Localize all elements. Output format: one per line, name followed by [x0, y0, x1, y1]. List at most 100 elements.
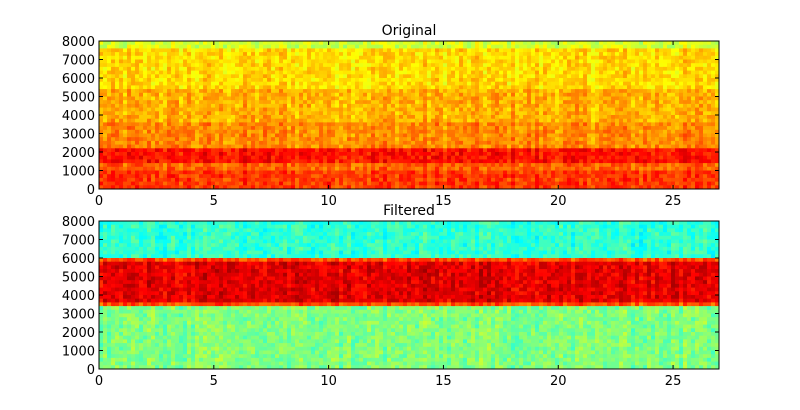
heatmap-cell: [639, 59, 644, 64]
heatmap-cell: [239, 122, 244, 127]
heatmap-cell: [231, 92, 236, 98]
heatmap-cell: [519, 63, 524, 68]
heatmap-cell: [127, 148, 132, 153]
heatmap-cell: [131, 48, 136, 53]
heatmap-cell: [239, 133, 244, 138]
heatmap-cell: [407, 107, 412, 112]
heatmap-cell: [579, 92, 584, 98]
heatmap-cell: [163, 129, 168, 135]
heatmap-cell: [447, 70, 452, 75]
heatmap-cell: [247, 103, 252, 109]
heatmap-cell: [279, 81, 284, 86]
heatmap-cell: [471, 140, 476, 146]
heatmap-cell: [407, 140, 412, 146]
heatmap-cell: [355, 48, 360, 53]
heatmap-cell: [199, 129, 204, 135]
heatmap-cell: [599, 152, 604, 157]
heatmap-cell: [699, 52, 704, 57]
heatmap-cell: [363, 129, 368, 135]
heatmap-cell: [323, 78, 328, 83]
heatmap-cell: [587, 89, 592, 94]
heatmap-cell: [399, 70, 404, 75]
heatmap-cell: [507, 107, 512, 112]
heatmap-cell: [135, 107, 140, 112]
heatmap-cell: [551, 118, 556, 123]
heatmap-cell: [339, 122, 344, 127]
heatmap-cell: [475, 100, 480, 105]
heatmap-cell: [327, 63, 332, 68]
heatmap-cell: [343, 66, 348, 72]
heatmap-cell: [215, 44, 220, 49]
heatmap-cell: [323, 63, 328, 68]
heatmap-cell: [231, 159, 236, 164]
heatmap-cell: [671, 70, 676, 75]
heatmap-cell: [483, 92, 488, 98]
heatmap-cell: [287, 103, 292, 109]
heatmap-cell: [243, 100, 248, 105]
heatmap-cell: [383, 59, 388, 64]
heatmap-cell: [275, 85, 280, 90]
heatmap-cell: [159, 122, 164, 127]
heatmap-cell: [519, 55, 524, 61]
heatmap-cell: [571, 96, 576, 101]
heatmap-cell: [331, 63, 336, 68]
heatmap-cell: [307, 137, 312, 142]
heatmap-cell: [695, 52, 700, 57]
heatmap-cell: [451, 103, 456, 109]
heatmap-cell: [663, 85, 668, 90]
heatmap-cell: [123, 122, 128, 127]
heatmap-cell: [239, 70, 244, 75]
heatmap-cell: [311, 140, 316, 146]
heatmap-cell: [399, 92, 404, 98]
heatmap-cell: [591, 81, 596, 86]
heatmap-cell: [267, 133, 272, 138]
heatmap-cell: [527, 126, 532, 131]
heatmap-cell: [315, 63, 320, 68]
heatmap-cell: [567, 115, 572, 120]
heatmap-cell: [619, 59, 624, 64]
heatmap-cell: [383, 118, 388, 123]
heatmap-cell: [191, 89, 196, 94]
heatmap-cell: [395, 103, 400, 109]
heatmap-cell: [495, 140, 500, 146]
heatmap-cell: [187, 133, 192, 138]
heatmap-cell: [175, 115, 180, 120]
heatmap-cell: [591, 118, 596, 123]
heatmap-cell: [179, 129, 184, 135]
heatmap-cell: [607, 74, 612, 79]
heatmap-cell: [195, 78, 200, 83]
heatmap-cell: [571, 103, 576, 109]
heatmap-cell: [139, 52, 144, 57]
heatmap-cell: [263, 48, 268, 53]
heatmap-cell: [175, 129, 180, 135]
heatmap-cell: [439, 63, 444, 68]
heatmap-cell: [403, 48, 408, 53]
heatmap-cell: [659, 55, 664, 61]
heatmap-cell: [707, 140, 712, 146]
heatmap-cell: [435, 55, 440, 61]
heatmap-cell: [675, 59, 680, 64]
heatmap-cell: [539, 41, 544, 46]
heatmap-cell: [227, 41, 232, 46]
heatmap-cell: [591, 100, 596, 105]
heatmap-cell: [631, 144, 636, 149]
heatmap-cell: [395, 129, 400, 135]
heatmap-cell: [219, 92, 224, 98]
heatmap-cell: [291, 137, 296, 142]
heatmap-cell: [199, 63, 204, 68]
heatmap-cell: [579, 89, 584, 94]
heatmap-cell: [415, 103, 420, 109]
heatmap-cell: [715, 96, 719, 101]
heatmap-cell: [431, 78, 436, 83]
heatmap-cell: [143, 66, 148, 72]
heatmap-cell: [375, 96, 380, 101]
heatmap-cell: [107, 133, 112, 138]
heatmap-cell: [675, 140, 680, 146]
heatmap-cell: [603, 140, 608, 146]
heatmap-cell: [543, 122, 548, 127]
heatmap-cell: [359, 59, 364, 64]
heatmap-cell: [231, 44, 236, 49]
heatmap-cell: [551, 48, 556, 53]
heatmap-cell: [315, 152, 320, 157]
heatmap-cell: [403, 78, 408, 83]
